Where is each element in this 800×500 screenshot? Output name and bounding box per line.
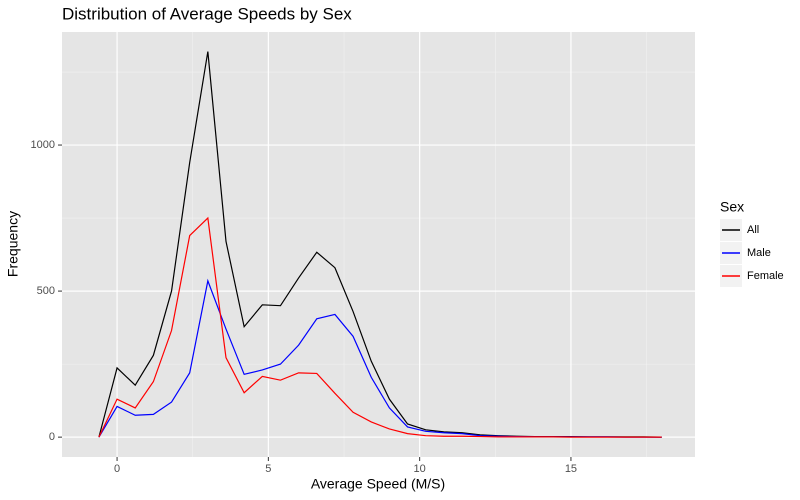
y-tick-label: 500 — [37, 285, 55, 297]
y-axis-title: Frequency — [5, 211, 21, 277]
legend-label: Female — [747, 270, 784, 282]
y-tick-label: 0 — [49, 431, 55, 443]
x-tick-label: 10 — [414, 463, 426, 475]
x-tick-label: 0 — [114, 463, 120, 475]
plot-panel — [62, 32, 695, 457]
legend-label: All — [747, 224, 759, 236]
legend-title: Sex — [720, 199, 744, 215]
x-axis-title: Average Speed (M/S) — [311, 476, 445, 492]
series-line — [98, 216, 662, 438]
y-tick-label: 1000 — [31, 139, 55, 151]
x-tick-label: 15 — [565, 463, 577, 475]
chart-title: Distribution of Average Speeds by Sex — [62, 4, 352, 23]
legend-label: Male — [747, 247, 771, 259]
x-tick-label: 5 — [265, 463, 271, 475]
